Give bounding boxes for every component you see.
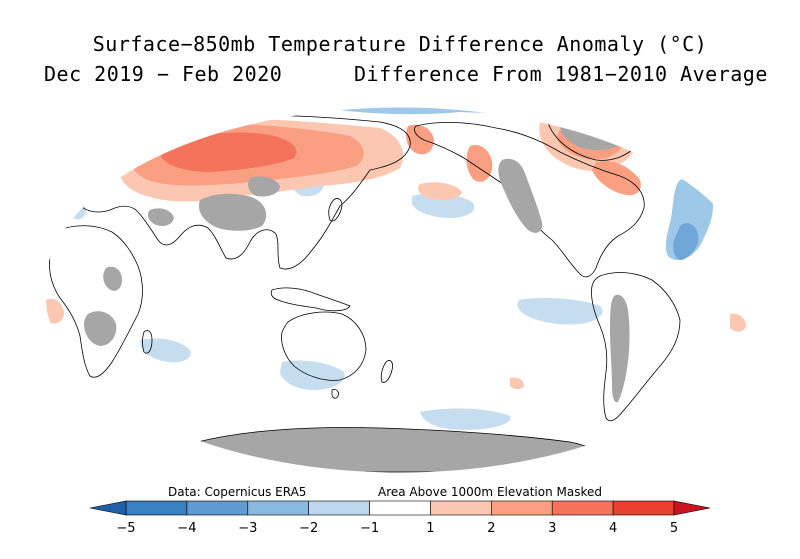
tasmania-outline	[331, 389, 339, 399]
colorbar-tick-label: −2	[299, 521, 318, 536]
continents	[49, 109, 681, 473]
elevation-mask-note: Area Above 1000m Elevation Masked	[378, 485, 602, 499]
south-indian-cold	[140, 338, 191, 363]
data-source-note: Data: Copernicus ERA5	[168, 485, 307, 499]
mongolia-mask	[248, 176, 280, 197]
colorbar-tick-label: 2	[487, 521, 495, 536]
colorbar-bin	[308, 500, 370, 516]
siberia-warm-core	[160, 132, 297, 172]
japan-outline	[328, 198, 343, 222]
alaska-warm	[406, 124, 434, 155]
colorbar-bin	[125, 500, 188, 516]
map-border	[43, 106, 757, 474]
colorbar-bin	[612, 500, 675, 516]
time-period-label: Dec 2019 − Feb 2020	[44, 62, 283, 86]
west-africa-cold	[70, 198, 86, 220]
subtropical-pacific-cold	[412, 193, 475, 218]
colorbar-low-extension	[89, 500, 127, 516]
indonesia-outline	[270, 287, 351, 312]
east-africa-mask	[103, 266, 122, 291]
colorbar-ticks: −5 −4 −3 −2 −1 1 2 3 4 5	[116, 521, 678, 536]
madagascar-outline	[142, 330, 153, 354]
colorbar-tick-label: 4	[609, 521, 617, 536]
andes-mask	[610, 294, 630, 403]
eurasia-outline	[49, 115, 411, 270]
figure-title: Surface−850mb Temperature Difference Ano…	[92, 32, 708, 56]
tibet-mask	[198, 193, 267, 231]
colorbar-tick-label: −1	[360, 521, 379, 536]
world-map	[43, 106, 757, 474]
colorbar-bin	[369, 500, 431, 516]
colorbar-high-extension	[673, 500, 711, 516]
colorbar-bin	[186, 500, 249, 516]
iran-mask	[147, 208, 174, 226]
east-pacific-cold	[517, 298, 603, 325]
new-zealand-outline	[380, 360, 393, 383]
colorbar-bin	[430, 500, 492, 516]
colorbar-tick-label: −5	[116, 521, 135, 536]
north-america-outline	[414, 121, 645, 278]
south-pacific-warm	[510, 377, 524, 389]
colorbar-tick-label: −4	[177, 521, 196, 536]
africa-outline	[49, 225, 143, 378]
colorbar-tick-label: 5	[670, 521, 678, 536]
colorbar-bins	[89, 500, 711, 516]
colorbar-tick-label: −3	[238, 521, 257, 536]
australia-outline	[281, 311, 367, 381]
east-atlantic-warm	[730, 313, 746, 332]
colorbar-tick-label: 1	[426, 521, 434, 536]
baseline-label: Difference From 1981−2010 Average	[354, 62, 768, 86]
south-america-outline	[591, 272, 681, 422]
east-canada-warm	[592, 160, 641, 196]
west-africa-warm	[46, 298, 64, 324]
uk-outline	[59, 182, 69, 197]
colorbar-tick-label: 3	[548, 521, 556, 536]
colorbar-bin	[247, 500, 309, 516]
colorbar-legend: −5 −4 −3 −2 −1 1 2 3 4 5	[89, 500, 711, 536]
map-layers	[44, 107, 756, 473]
southern-ocean-cold	[420, 408, 511, 430]
rockies-mask	[498, 158, 543, 233]
north-atlantic-cold-core	[673, 223, 699, 260]
south-africa-mask	[84, 311, 117, 346]
north-pacific-warm	[418, 182, 462, 200]
colorbar-bin	[491, 500, 553, 516]
colorbar-bin	[551, 500, 614, 516]
